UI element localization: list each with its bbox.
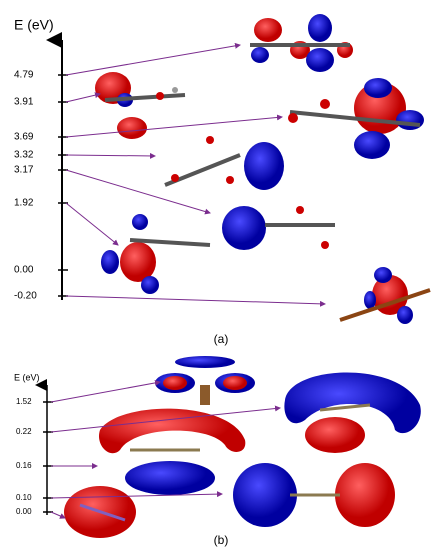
orbital-image [164, 136, 284, 190]
level-arrow [65, 295, 326, 307]
orbital-image [222, 206, 335, 250]
level-arrow [65, 92, 101, 103]
orbital-image [155, 356, 255, 405]
caption: (a) [214, 332, 229, 346]
level-arrow [65, 202, 119, 246]
level-arrow [65, 152, 156, 159]
level-arrow [65, 42, 241, 76]
level-label: 1.52 [16, 397, 32, 406]
level-label: 0.00 [16, 507, 32, 516]
level-label: 0.16 [16, 461, 32, 470]
orbital-image [250, 14, 353, 72]
level-label: -0.20 [14, 291, 37, 302]
level-arrow [65, 114, 283, 138]
level-label: 3.69 [14, 132, 34, 143]
level-arrow [65, 169, 211, 215]
level-label: 4.79 [14, 70, 34, 81]
caption: (b) [214, 533, 229, 547]
level-label: 1.92 [14, 198, 34, 209]
level-label: 0.00 [14, 265, 34, 276]
level-label: 3.17 [14, 165, 34, 176]
orbital-image [288, 78, 424, 159]
axis-title: E (eV) [14, 17, 54, 33]
level-label: 0.10 [16, 493, 32, 502]
level-arrow [50, 379, 161, 403]
orbital-image [233, 463, 395, 527]
level-arrow [50, 405, 281, 433]
orbital-image [95, 72, 186, 139]
level-label: 3.91 [14, 97, 34, 108]
level-arrow [50, 491, 223, 499]
level-label: 0.22 [16, 427, 32, 436]
level-arrow [50, 511, 66, 519]
orbital-image [101, 214, 211, 294]
orbital-image [339, 267, 431, 324]
orbital-image [284, 372, 421, 453]
level-label: 3.32 [14, 150, 34, 161]
orbital-image [99, 408, 246, 495]
axis-title: E (eV) [14, 372, 40, 382]
orbital-image [64, 486, 136, 538]
